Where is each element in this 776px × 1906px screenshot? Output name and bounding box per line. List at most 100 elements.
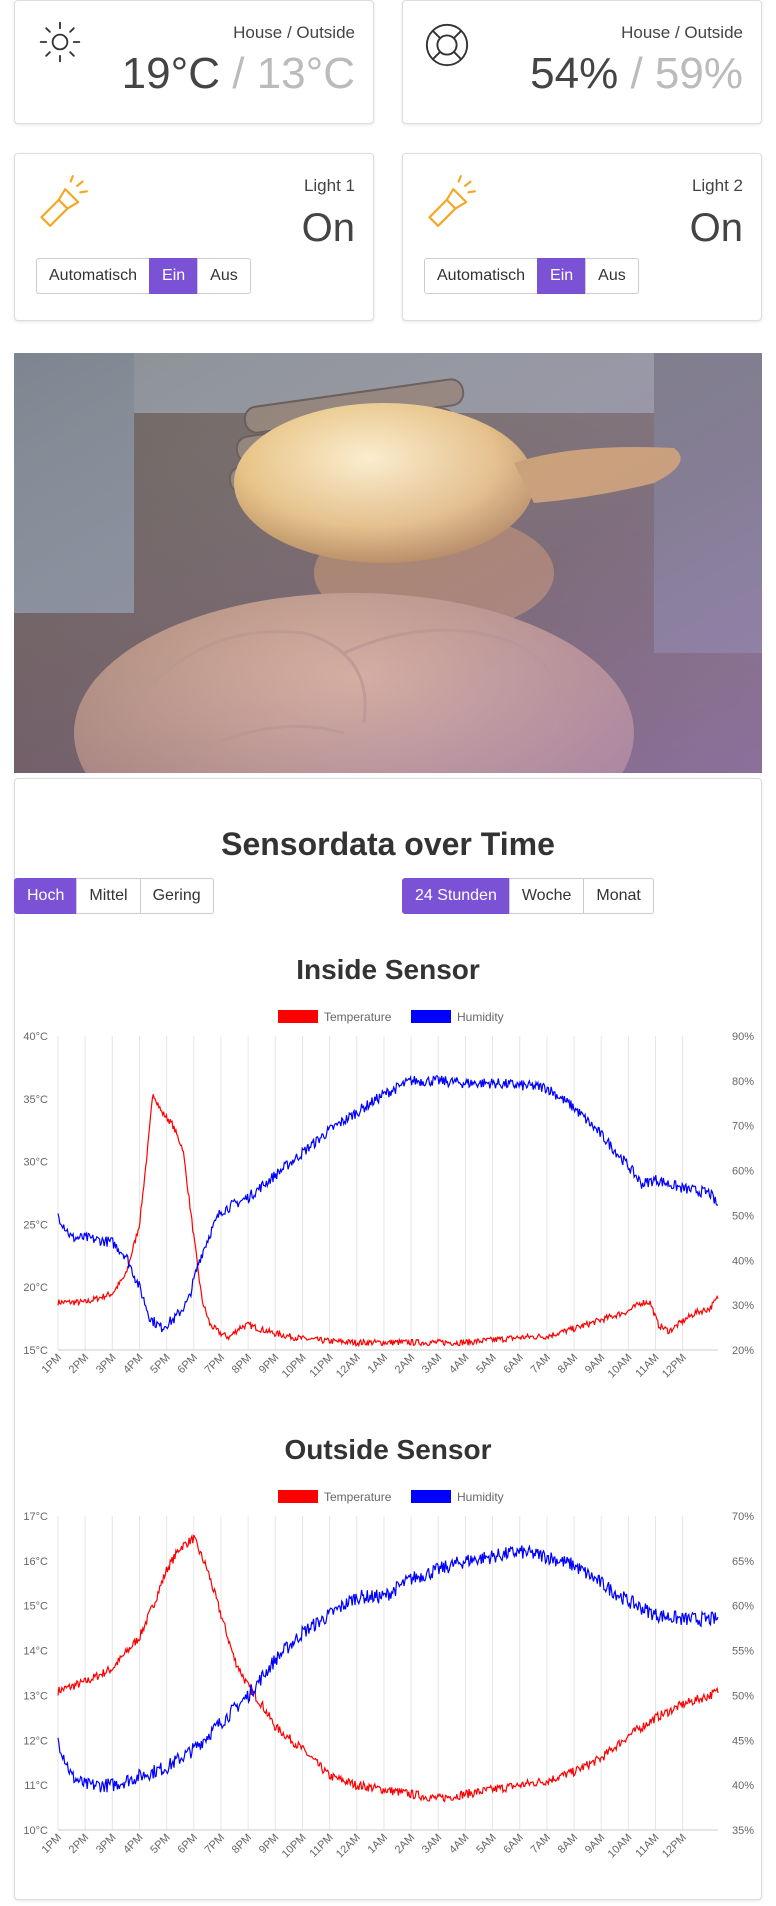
mode-auto-button[interactable]: Automatisch bbox=[424, 258, 539, 294]
mode-off-button[interactable]: Aus bbox=[197, 258, 251, 294]
range-button-group: 24 Stunden Woche Monat bbox=[402, 878, 654, 914]
x-tick-label: 11AM bbox=[633, 1352, 661, 1380]
x-tick-label: 10AM bbox=[606, 1352, 635, 1381]
inside-temperature: 19°C bbox=[121, 49, 220, 98]
mode-on-button[interactable]: Ein bbox=[149, 258, 199, 294]
x-tick-label: 4PM bbox=[121, 1832, 145, 1856]
x-tick-label: 1AM bbox=[366, 1352, 390, 1376]
y-left-tick-label: 12°C bbox=[23, 1735, 48, 1747]
y-right-tick-label: 50% bbox=[732, 1210, 754, 1222]
range-24h-button[interactable]: 24 Stunden bbox=[402, 878, 510, 914]
x-tick-label: 11AM bbox=[633, 1832, 661, 1860]
x-tick-label: 10AM bbox=[606, 1832, 635, 1861]
humidity-series-line bbox=[57, 1074, 719, 1333]
y-right-tick-label: 70% bbox=[732, 1121, 754, 1133]
legend-swatch bbox=[411, 1010, 451, 1023]
y-left-tick-label: 40°C bbox=[23, 1031, 48, 1043]
resolution-button-group: Hoch Mittel Gering bbox=[14, 878, 214, 914]
x-tick-label: 2PM bbox=[67, 1832, 91, 1856]
value-separator: / bbox=[232, 49, 245, 98]
tortoise-enclosure-image bbox=[14, 353, 762, 773]
x-tick-label: 2AM bbox=[393, 1832, 417, 1856]
sun-icon bbox=[39, 21, 81, 63]
legend-label: Humidity bbox=[457, 1010, 504, 1024]
x-tick-label: 1AM bbox=[366, 1832, 390, 1856]
legend-label: Humidity bbox=[457, 1490, 504, 1504]
x-tick-label: 5PM bbox=[148, 1352, 172, 1376]
resolution-medium-button[interactable]: Mittel bbox=[76, 878, 141, 914]
x-tick-label: 8AM bbox=[556, 1352, 580, 1376]
x-tick-label: 8PM bbox=[230, 1352, 254, 1376]
range-week-button[interactable]: Woche bbox=[508, 878, 585, 914]
y-right-tick-label: 90% bbox=[732, 1031, 754, 1043]
y-left-tick-label: 13°C bbox=[23, 1690, 48, 1702]
y-right-tick-label: 40% bbox=[732, 1255, 754, 1267]
resolution-high-button[interactable]: Hoch bbox=[14, 878, 78, 914]
outside-humidity: 59% bbox=[654, 49, 743, 98]
y-left-tick-label: 30°C bbox=[23, 1157, 48, 1169]
temperature-series-line bbox=[57, 1094, 719, 1348]
x-tick-label: 12PM bbox=[660, 1832, 689, 1861]
y-right-tick-label: 60% bbox=[732, 1166, 754, 1178]
x-tick-label: 12AM bbox=[334, 1832, 363, 1861]
resolution-low-button[interactable]: Gering bbox=[139, 878, 214, 914]
range-month-button[interactable]: Monat bbox=[583, 878, 654, 914]
x-tick-label: 11PM bbox=[307, 1832, 335, 1860]
y-left-tick-label: 25°C bbox=[23, 1219, 48, 1231]
x-tick-label: 6AM bbox=[501, 1352, 525, 1376]
x-tick-label: 4AM bbox=[447, 1832, 471, 1856]
y-left-tick-label: 15°C bbox=[23, 1345, 48, 1357]
y-left-tick-label: 16°C bbox=[23, 1556, 48, 1568]
status-label: House / Outside bbox=[621, 23, 743, 42]
x-tick-label: 5AM bbox=[474, 1352, 498, 1376]
humidity-readout: 54% / 59% bbox=[530, 49, 743, 99]
temperature-series-line bbox=[57, 1533, 719, 1803]
y-right-tick-label: 20% bbox=[732, 1345, 754, 1357]
x-tick-label: 9AM bbox=[583, 1832, 607, 1856]
y-right-tick-label: 80% bbox=[732, 1076, 754, 1088]
mode-on-button[interactable]: Ein bbox=[537, 258, 587, 294]
x-tick-label: 6PM bbox=[175, 1832, 199, 1856]
y-right-tick-label: 30% bbox=[732, 1300, 754, 1312]
mode-off-button[interactable]: Aus bbox=[585, 258, 639, 294]
inside-humidity: 54% bbox=[530, 49, 619, 98]
legend-label: Temperature bbox=[324, 1490, 392, 1504]
light-state: On bbox=[689, 206, 743, 250]
x-tick-label: 3PM bbox=[94, 1352, 118, 1376]
outside-temperature: 13°C bbox=[256, 49, 355, 98]
x-tick-label: 7AM bbox=[529, 1352, 553, 1376]
legend-swatch bbox=[278, 1010, 318, 1023]
x-tick-label: 4PM bbox=[121, 1352, 145, 1376]
mode-auto-button[interactable]: Automatisch bbox=[36, 258, 151, 294]
x-tick-label: 3AM bbox=[420, 1352, 444, 1376]
y-left-tick-label: 17°C bbox=[23, 1511, 48, 1523]
y-right-tick-label: 60% bbox=[732, 1601, 754, 1613]
lifebuoy-icon bbox=[425, 23, 469, 67]
light-2-mode-group: Automatisch Ein Aus bbox=[424, 258, 639, 294]
x-tick-label: 7PM bbox=[203, 1352, 227, 1376]
legend-swatch bbox=[278, 1490, 318, 1503]
y-right-tick-label: 70% bbox=[732, 1511, 754, 1523]
light-label: Light 2 bbox=[691, 176, 743, 195]
status-label: House / Outside bbox=[233, 23, 355, 42]
x-tick-label: 10PM bbox=[280, 1352, 309, 1381]
y-left-tick-label: 14°C bbox=[23, 1646, 48, 1658]
x-tick-label: 6PM bbox=[175, 1352, 199, 1376]
temperature-status-card: House / Outside 19°C / 13°C bbox=[14, 0, 374, 124]
x-tick-label: 8PM bbox=[230, 1832, 254, 1856]
y-right-tick-label: 65% bbox=[732, 1556, 754, 1568]
x-tick-label: 10PM bbox=[280, 1832, 309, 1861]
x-tick-label: 12PM bbox=[660, 1352, 689, 1381]
outside-chart-title: Outside Sensor bbox=[284, 1434, 492, 1465]
legend-swatch bbox=[411, 1490, 451, 1503]
x-tick-label: 5PM bbox=[148, 1832, 172, 1856]
flashlight-icon bbox=[428, 175, 476, 227]
y-left-tick-label: 15°C bbox=[23, 1601, 48, 1613]
y-right-tick-label: 55% bbox=[732, 1646, 754, 1658]
y-left-tick-label: 20°C bbox=[23, 1282, 48, 1294]
y-right-tick-label: 50% bbox=[732, 1690, 754, 1702]
y-left-tick-label: 11°C bbox=[24, 1780, 48, 1792]
y-right-tick-label: 40% bbox=[732, 1780, 754, 1792]
